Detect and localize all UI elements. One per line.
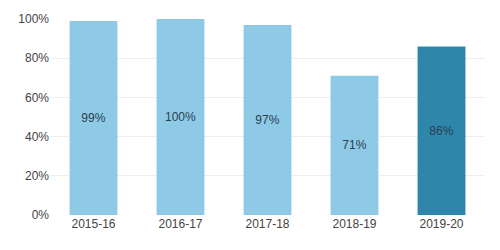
svg-text:80%: 80% [25, 51, 49, 65]
svg-text:20%: 20% [25, 169, 49, 183]
svg-text:60%: 60% [25, 91, 49, 105]
svg-text:2018-19: 2018-19 [332, 217, 376, 231]
svg-text:97%: 97% [255, 113, 279, 127]
svg-text:100%: 100% [165, 110, 196, 124]
svg-text:100%: 100% [18, 12, 49, 26]
svg-text:0%: 0% [32, 208, 50, 222]
svg-text:40%: 40% [25, 130, 49, 144]
svg-text:2019-20: 2019-20 [419, 217, 463, 231]
svg-text:2015-16: 2015-16 [71, 217, 115, 231]
svg-text:99%: 99% [81, 111, 105, 125]
svg-text:71%: 71% [342, 138, 366, 152]
svg-text:2017-18: 2017-18 [245, 217, 289, 231]
svg-text:2016-17: 2016-17 [158, 217, 202, 231]
svg-text:86%: 86% [429, 124, 453, 138]
